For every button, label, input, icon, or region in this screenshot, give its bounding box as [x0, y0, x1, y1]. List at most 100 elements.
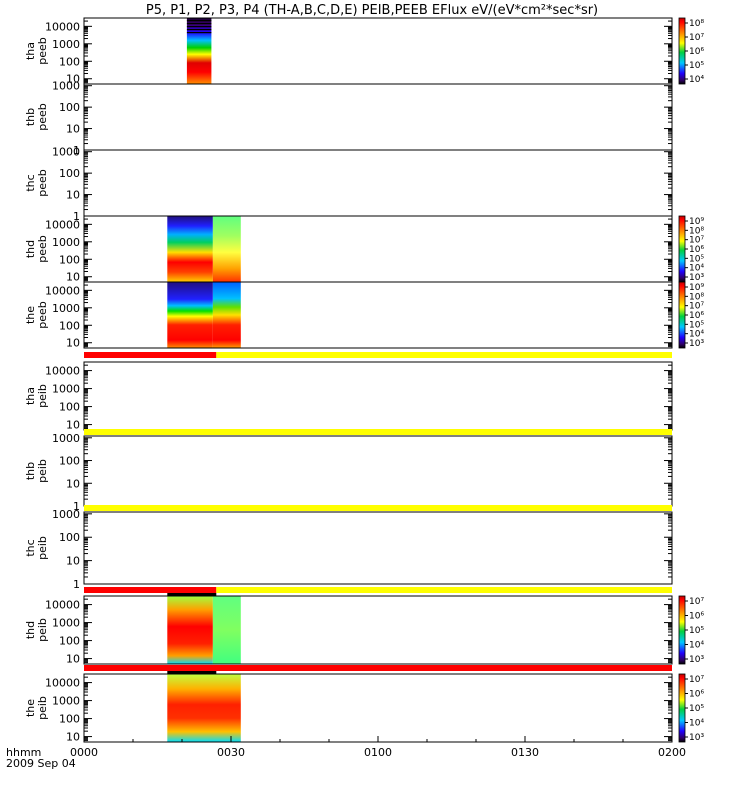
colorbar-tick-label: 10⁹ — [689, 217, 704, 227]
panel-thd-peeb: 10 100 1000 10000 thd peeb 10³10⁴10⁵10⁶10⁷10⁸1… — [24, 215, 704, 284]
instrument-label: peeb — [36, 37, 49, 65]
y-tick-label: 10 — [66, 73, 80, 86]
colorbar-tick-label: 10⁸ — [689, 19, 704, 29]
status-bar-segment — [84, 587, 217, 593]
y-tick-label: 1000 — [52, 432, 80, 445]
spectrogram-block — [212, 596, 241, 664]
colorbar-tick-label: 10⁴ — [689, 75, 704, 85]
panel-the-peeb: 10 100 1000 10000 the peeb 10³10⁴10⁵10⁶10⁷10⁸1… — [24, 281, 704, 350]
y-tick-label: 10 — [66, 123, 80, 136]
y-tick-label: 100 — [59, 319, 80, 332]
spectrogram-stripe — [186, 23, 212, 25]
colorbar-tick-label: 10⁸ — [689, 226, 704, 236]
y-tick-label: 1 — [73, 144, 80, 157]
instrument-label: peib — [36, 536, 49, 560]
probe-label: thc — [24, 174, 37, 191]
probe-label: thd — [24, 621, 37, 639]
instrument-label: peib — [36, 459, 49, 483]
colorbar-tick-label: 10⁶ — [689, 245, 704, 255]
spectrogram-block — [212, 216, 241, 282]
x-axis: 0000 0030 0100 0130 0200 — [70, 736, 686, 759]
colorbar-tick-label: 10⁷ — [689, 675, 704, 685]
y-tick-label: 100 — [59, 55, 80, 68]
y-tick-label: 10 — [66, 337, 80, 350]
colorbar-tick-label: 10⁶ — [689, 47, 704, 57]
x-tick-label: 0030 — [217, 746, 245, 759]
panel-frame — [83, 17, 673, 85]
panel-frame — [83, 435, 673, 507]
y-tick-label: 100 — [59, 635, 80, 648]
probe-label: tha — [24, 42, 37, 60]
colorbar-tick-label: 10⁵ — [689, 704, 704, 714]
colorbar — [678, 17, 686, 85]
y-tick-label: 10 — [66, 555, 80, 568]
y-tick-label: 100 — [59, 401, 80, 414]
colorbar-tick-label: 10⁴ — [689, 330, 704, 340]
panel-frame — [83, 83, 673, 151]
y-tick-label: 100 — [59, 101, 80, 114]
panel-frame — [83, 149, 673, 217]
panel-thc-peib: 1 10 100 1000 thc peib — [24, 505, 673, 591]
spectrogram-stripe — [186, 32, 212, 34]
y-tick-label: 10000 — [45, 599, 80, 612]
x-tick-label: 0100 — [364, 746, 392, 759]
colorbar-tick-label: 10⁵ — [689, 320, 704, 330]
status-bar-segment — [84, 665, 672, 671]
colorbar — [678, 215, 686, 283]
y-tick-label: 1000 — [52, 617, 80, 630]
y-tick-label: 1000 — [52, 146, 80, 159]
colorbar-tick-label: 10⁸ — [689, 292, 704, 302]
instrument-label: peeb — [36, 169, 49, 197]
probe-label: thb — [24, 462, 37, 480]
colorbar-tick-label: 10⁷ — [689, 236, 704, 246]
plot-title: P5, P1, P2, P3, P4 (TH-A,B,C,D,E) PEIB,P… — [146, 3, 598, 18]
colorbar-tick-label: 10⁹ — [689, 283, 704, 293]
y-tick-label: 10000 — [45, 284, 80, 297]
panel-thb-peib: 1 10 100 1000 thb peib — [24, 429, 673, 513]
instrument-label: peib — [36, 384, 49, 408]
y-tick-label: 10 — [66, 653, 80, 666]
colorbar-tick-label: 10⁵ — [689, 254, 704, 264]
spectrogram-block — [212, 282, 241, 348]
colorbar-tick-label: 10³ — [689, 733, 704, 743]
panel-tha-peib: 10 100 1000 10000 tha peib — [24, 352, 673, 432]
colorbar-tick-label: 10⁴ — [689, 719, 704, 729]
probe-label: thd — [24, 240, 37, 258]
panel-thd-peib: 10 100 1000 10000 thd peib 10³ 10⁴ 10⁵ 10⁶ 10⁷ — [24, 587, 704, 666]
y-tick-label: 10 — [66, 477, 80, 490]
probe-label: thb — [24, 108, 37, 126]
colorbar-tick-label: 10⁴ — [689, 264, 704, 274]
spectrogram-stripe — [186, 29, 212, 31]
spectrogram-block — [167, 216, 213, 282]
spectrogram-block — [167, 596, 213, 664]
panel-the-peib: 10 100 1000 10000 the peib 10³ 10⁴ 10⁵ 10⁶ 10⁷ — [24, 665, 704, 744]
colorbar — [678, 673, 686, 743]
colorbar — [678, 595, 686, 665]
y-tick-label: 1000 — [52, 80, 80, 93]
y-tick-label: 10 — [66, 731, 80, 744]
spectrogram-stripe — [186, 20, 212, 22]
status-bar-segment — [216, 587, 673, 593]
colorbar-tick-label: 10⁷ — [689, 302, 704, 312]
spectrogram-stripe — [167, 671, 217, 674]
panel-frame — [83, 361, 673, 431]
colorbar-tick-label: 10⁴ — [689, 641, 704, 651]
y-tick-label: 10 — [66, 419, 80, 432]
colorbar-tick-label: 10⁶ — [689, 612, 704, 622]
colorbar-tick-label: 10⁵ — [689, 61, 704, 71]
y-tick-label: 1000 — [52, 508, 80, 521]
status-bar-segment — [84, 505, 672, 511]
y-tick-label: 1000 — [52, 695, 80, 708]
y-tick-label: 10000 — [45, 20, 80, 33]
status-bar-segment — [84, 429, 672, 435]
probe-label: the — [24, 306, 37, 324]
y-tick-label: 10000 — [45, 218, 80, 231]
colorbar — [678, 281, 686, 349]
colorbar-tick-label: 10⁵ — [689, 626, 704, 636]
colorbar-tick-label: 10⁶ — [689, 690, 704, 700]
y-tick-label: 100 — [59, 531, 80, 544]
panel-tha-peeb: 10 100 1000 10000 tha peeb 10⁴ 10⁵ 10⁶ 10⁷ 10⁸ — [24, 17, 704, 86]
x-tick-label: 0130 — [511, 746, 539, 759]
